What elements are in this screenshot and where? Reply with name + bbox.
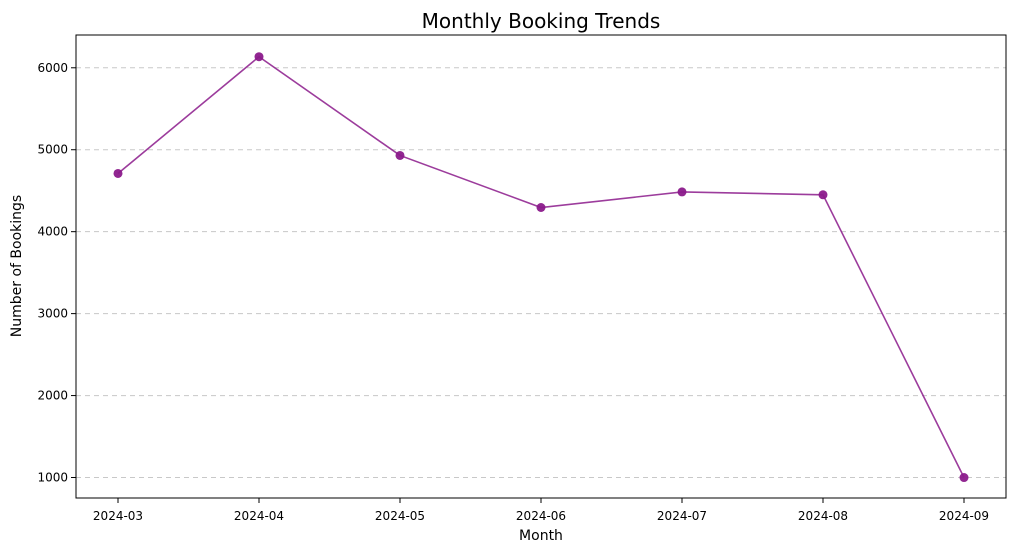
data-point bbox=[395, 150, 405, 160]
x-tick-label: 2024-08 bbox=[798, 509, 848, 523]
data-point bbox=[677, 187, 687, 197]
y-tick-label: 4000 bbox=[37, 225, 68, 239]
chart-title: Monthly Booking Trends bbox=[422, 9, 661, 33]
y-tick-label: 5000 bbox=[37, 143, 68, 157]
y-axis-ticks: 1000 2000 3000 4000 5000 6000 bbox=[37, 61, 76, 485]
data-point bbox=[959, 473, 969, 483]
y-tick-label: 3000 bbox=[37, 307, 68, 321]
y-tick-label: 2000 bbox=[37, 389, 68, 403]
x-tick-label: 2024-07 bbox=[657, 509, 707, 523]
data-point bbox=[113, 168, 123, 178]
x-tick-label: 2024-09 bbox=[939, 509, 989, 523]
x-tick-label: 2024-05 bbox=[375, 509, 425, 523]
x-tick-label: 2024-06 bbox=[516, 509, 566, 523]
x-tick-label: 2024-03 bbox=[93, 509, 143, 523]
data-point bbox=[818, 190, 828, 200]
x-axis-ticks: 2024-03 2024-04 2024-05 2024-06 2024-07 2024-… bbox=[93, 498, 989, 523]
gridlines bbox=[76, 67, 1006, 479]
y-tick-label: 1000 bbox=[37, 471, 68, 485]
data-point bbox=[536, 202, 546, 212]
x-tick-label: 2024-04 bbox=[234, 509, 284, 523]
x-axis-label: Month bbox=[519, 528, 563, 544]
data-point bbox=[254, 52, 264, 62]
y-axis-label: Number of Bookings bbox=[9, 195, 25, 337]
y-tick-label: 6000 bbox=[37, 61, 68, 75]
series-group bbox=[113, 52, 969, 483]
